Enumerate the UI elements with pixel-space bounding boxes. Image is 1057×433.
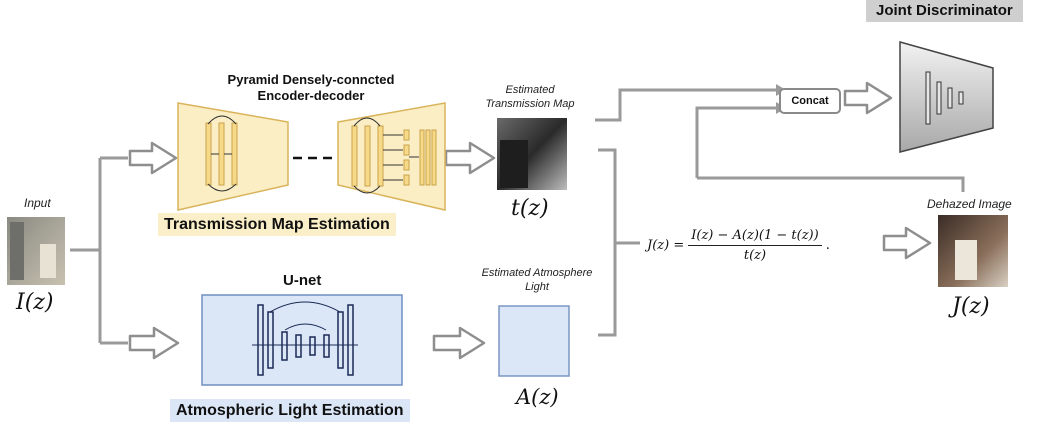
concat-box: Concat xyxy=(779,88,841,114)
transmission-math-label: t(z) xyxy=(511,196,549,221)
concat-label: Concat xyxy=(791,95,829,107)
transmission-estimation-label: Transmission Map Estimation xyxy=(158,213,396,236)
arrow-to-transmission-map xyxy=(444,141,496,175)
dehazed-math-label: J(z) xyxy=(952,294,990,319)
dehazed-image xyxy=(938,215,1008,287)
pyramid-title-line2: Encoder-decoder xyxy=(257,88,365,103)
estimated-atmosphere-label: Estimated Atmosphere Light xyxy=(462,266,612,294)
pyramid-title: Pyramid Densely-conncted Encoder-decoder xyxy=(195,72,427,104)
arrow-to-discriminator xyxy=(843,81,893,115)
connector-lines xyxy=(595,88,965,337)
arrow-to-dehazed xyxy=(882,226,932,260)
input-image xyxy=(7,217,65,285)
arrow-to-unet xyxy=(128,326,180,360)
formula-end: . xyxy=(825,237,830,253)
encoder-block xyxy=(177,102,289,211)
atmosphere-math-label: A(z) xyxy=(516,385,559,409)
block-arrows xyxy=(128,81,932,360)
discriminator-block xyxy=(899,41,994,153)
dehazing-formula: J(z) = I(z) − A(z)(1 − t(z)) t(z) . xyxy=(647,225,830,265)
dehazed-image-label: Dehazed Image xyxy=(927,197,1012,211)
joint-discriminator-title: Joint Discriminator xyxy=(866,0,1023,22)
arrow-to-encoder xyxy=(128,141,178,175)
input-math-label: I(z) xyxy=(16,290,54,315)
formula-denominator: t(z) xyxy=(743,247,767,263)
estimated-atmosphere-line2: Light xyxy=(525,281,549,293)
input-branch-lines xyxy=(70,156,128,345)
formula-fraction: I(z) − A(z)(1 − t(z)) t(z) xyxy=(688,228,822,263)
estimated-transmission-line2: Transmission Map xyxy=(485,98,575,110)
estimated-transmission-label: Estimated Transmission Map xyxy=(470,83,590,111)
estimated-transmission-line1: Estimated xyxy=(505,84,555,96)
atmosphere-light-square xyxy=(498,305,570,377)
decoder-block xyxy=(337,102,446,211)
atmospheric-estimation-label: Atmospheric Light Estimation xyxy=(170,399,410,422)
unet-label: U-net xyxy=(283,272,322,289)
estimated-atmosphere-line1: Estimated Atmosphere xyxy=(481,267,593,279)
pyramid-title-line1: Pyramid Densely-conncted xyxy=(227,72,395,87)
formula-numerator: I(z) − A(z)(1 − t(z)) xyxy=(688,228,822,246)
input-label: Input xyxy=(24,196,51,210)
unet-block xyxy=(201,294,403,386)
arrow-to-atmosphere xyxy=(432,326,486,360)
formula-lhs: J(z) = xyxy=(647,237,685,253)
transmission-map-image xyxy=(497,118,567,190)
